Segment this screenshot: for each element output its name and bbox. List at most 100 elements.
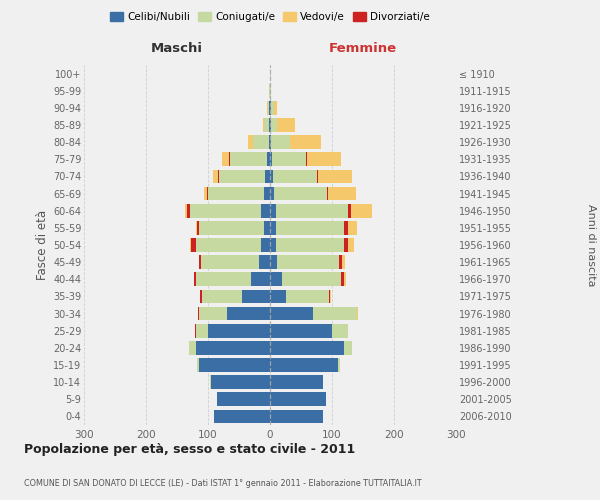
Bar	[197, 221, 199, 234]
Bar	[198, 306, 199, 320]
Bar	[328, 186, 356, 200]
Bar	[221, 152, 229, 166]
Text: Anni di nascita: Anni di nascita	[586, 204, 596, 286]
Bar	[332, 324, 347, 338]
Bar	[251, 272, 270, 286]
Bar	[190, 341, 196, 354]
Bar	[270, 256, 277, 269]
Bar	[306, 152, 307, 166]
Bar	[270, 306, 313, 320]
Bar	[200, 290, 202, 304]
Bar	[344, 272, 346, 286]
Bar	[270, 136, 271, 149]
Bar	[342, 256, 345, 269]
Bar	[270, 170, 273, 183]
Bar	[196, 324, 208, 338]
Bar	[260, 238, 270, 252]
Bar	[276, 238, 344, 252]
Y-axis label: Fasce di età: Fasce di età	[35, 210, 49, 280]
Bar	[270, 118, 271, 132]
Bar	[214, 410, 270, 424]
Bar	[307, 152, 341, 166]
Bar	[196, 341, 270, 354]
Bar	[194, 272, 196, 286]
Bar	[199, 306, 227, 320]
Bar	[190, 204, 262, 218]
Bar	[199, 256, 200, 269]
Bar	[270, 84, 271, 98]
Bar	[273, 170, 317, 183]
Bar	[218, 170, 265, 183]
Bar	[253, 136, 269, 149]
Bar	[199, 221, 264, 234]
Legend: Celibi/Nubili, Coniugati/e, Vedovi/e, Divorziati/e: Celibi/Nubili, Coniugati/e, Vedovi/e, Di…	[106, 8, 434, 26]
Bar	[338, 358, 340, 372]
Bar	[270, 410, 323, 424]
Bar	[347, 204, 350, 218]
Bar	[262, 204, 270, 218]
Bar	[269, 136, 270, 149]
Bar	[347, 324, 348, 338]
Bar	[213, 170, 218, 183]
Bar	[195, 324, 196, 338]
Bar	[217, 392, 270, 406]
Bar	[227, 306, 270, 320]
Bar	[197, 358, 199, 372]
Bar	[270, 358, 338, 372]
Bar	[276, 204, 347, 218]
Bar	[190, 238, 191, 252]
Bar	[272, 152, 306, 166]
Bar	[271, 118, 277, 132]
Bar	[317, 170, 318, 183]
Bar	[276, 221, 344, 234]
Bar	[283, 272, 341, 286]
Bar	[344, 238, 347, 252]
Bar	[199, 358, 270, 372]
Bar	[269, 84, 270, 98]
Bar	[270, 392, 326, 406]
Bar	[277, 256, 340, 269]
Bar	[271, 101, 274, 114]
Bar	[329, 290, 330, 304]
Bar	[202, 290, 242, 304]
Bar	[248, 136, 253, 149]
Bar	[264, 221, 270, 234]
Bar	[269, 101, 270, 114]
Bar	[313, 306, 357, 320]
Bar	[270, 341, 344, 354]
Bar	[341, 272, 344, 286]
Bar	[271, 136, 290, 149]
Bar	[230, 152, 267, 166]
Bar	[208, 324, 270, 338]
Bar	[286, 290, 329, 304]
Bar	[242, 290, 270, 304]
Bar	[344, 341, 352, 354]
Bar	[196, 272, 251, 286]
Bar	[187, 204, 190, 218]
Bar	[270, 204, 276, 218]
Bar	[229, 152, 230, 166]
Bar	[277, 118, 295, 132]
Bar	[267, 101, 268, 114]
Text: COMUNE DI SAN DONATO DI LECCE (LE) - Dati ISTAT 1° gennaio 2011 - Elaborazione T: COMUNE DI SAN DONATO DI LECCE (LE) - Dat…	[24, 479, 422, 488]
Bar	[270, 290, 286, 304]
Bar	[274, 186, 327, 200]
Bar	[270, 221, 276, 234]
Bar	[344, 221, 347, 234]
Bar	[270, 186, 274, 200]
Bar	[270, 238, 276, 252]
Text: Popolazione per età, sesso e stato civile - 2011: Popolazione per età, sesso e stato civil…	[24, 442, 355, 456]
Bar	[265, 118, 269, 132]
Bar	[267, 152, 270, 166]
Bar	[350, 204, 372, 218]
Bar	[196, 221, 197, 234]
Bar	[270, 152, 272, 166]
Bar	[347, 221, 357, 234]
Bar	[270, 272, 283, 286]
Bar	[196, 238, 260, 252]
Bar	[270, 376, 323, 389]
Bar	[265, 170, 270, 183]
Bar	[263, 118, 265, 132]
Bar	[259, 256, 270, 269]
Bar	[269, 118, 270, 132]
